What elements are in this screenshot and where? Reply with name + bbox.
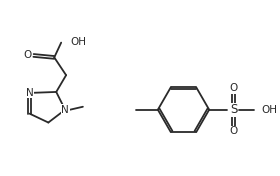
Text: S: S (230, 103, 237, 116)
Text: O: O (230, 126, 238, 136)
Text: OH: OH (262, 105, 277, 115)
Text: O: O (24, 51, 32, 60)
Text: OH: OH (70, 37, 86, 47)
Text: N: N (26, 88, 34, 98)
Text: N: N (61, 105, 69, 115)
Text: O: O (230, 83, 238, 93)
